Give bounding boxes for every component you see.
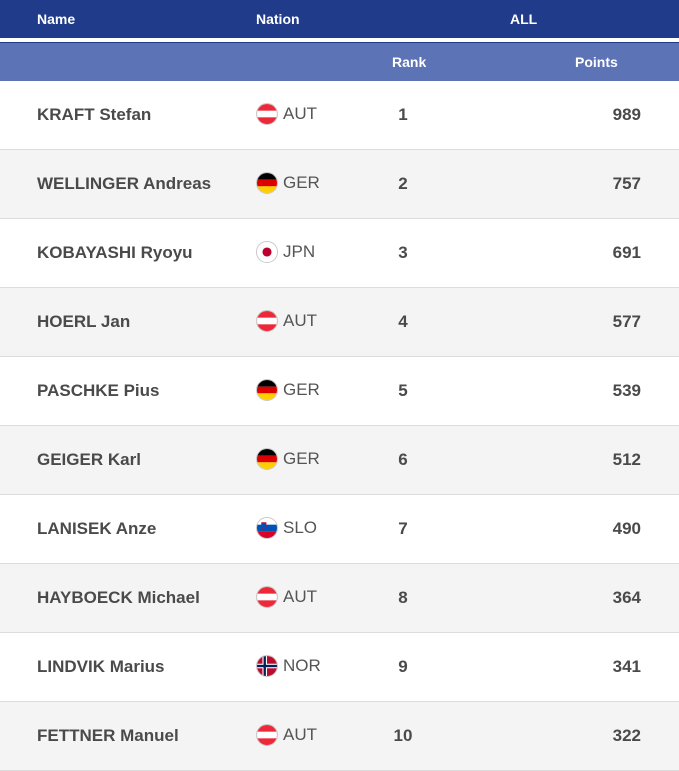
nation-code: GER bbox=[283, 449, 320, 468]
nation-code: AUT bbox=[283, 725, 317, 744]
nation-cell: AUT bbox=[256, 724, 317, 746]
points-value: 989 bbox=[612, 105, 641, 124]
rank-value: 1 bbox=[398, 105, 408, 124]
austria-flag-icon bbox=[256, 103, 278, 125]
nation-cell: AUT bbox=[256, 103, 317, 125]
nation-code: AUT bbox=[283, 587, 317, 606]
austria-flag-icon bbox=[256, 724, 278, 746]
rank-value: 7 bbox=[398, 519, 408, 538]
austria-flag-icon bbox=[256, 586, 278, 608]
column-header-nation[interactable]: Nation bbox=[256, 11, 300, 27]
norway-flag-icon bbox=[256, 655, 278, 677]
column-group-all: ALL bbox=[510, 11, 538, 27]
nation-code: AUT bbox=[283, 104, 317, 123]
athlete-name[interactable]: KOBAYASHI Ryoyu bbox=[37, 243, 193, 262]
table-row[interactable]: GEIGER Karl GER 6 512 bbox=[0, 426, 679, 495]
nation-code: SLO bbox=[283, 518, 318, 537]
germany-flag-icon bbox=[256, 448, 278, 470]
austria-flag-icon bbox=[256, 310, 278, 332]
header-divider bbox=[0, 38, 679, 42]
table-row[interactable]: HAYBOECK Michael AUT 8 364 bbox=[0, 564, 679, 633]
table-row[interactable]: FETTNER Manuel AUT 10 322 bbox=[0, 702, 679, 771]
column-header-points[interactable]: Points bbox=[575, 54, 618, 70]
athlete-name[interactable]: HOERL Jan bbox=[37, 312, 131, 331]
rank-value: 5 bbox=[398, 381, 408, 400]
table-row[interactable]: LINDVIK Marius NOR 9 341 bbox=[0, 633, 679, 702]
nation-cell: GER bbox=[256, 172, 320, 194]
points-value: 577 bbox=[612, 312, 641, 331]
athlete-name[interactable]: LINDVIK Marius bbox=[37, 657, 165, 676]
athlete-name[interactable]: HAYBOECK Michael bbox=[37, 588, 200, 607]
table-row[interactable]: KRAFT Stefan AUT 1 989 bbox=[0, 81, 679, 150]
rank-value: 9 bbox=[398, 657, 408, 676]
nation-cell: NOR bbox=[256, 655, 321, 677]
slovenia-flag-icon bbox=[256, 517, 278, 539]
column-header-name[interactable]: Name bbox=[37, 11, 76, 27]
points-value: 691 bbox=[612, 243, 641, 262]
nation-cell: JPN bbox=[256, 241, 315, 263]
athlete-name[interactable]: KRAFT Stefan bbox=[37, 105, 152, 124]
germany-flag-icon bbox=[256, 172, 278, 194]
points-value: 322 bbox=[612, 726, 641, 745]
points-value: 364 bbox=[612, 588, 641, 607]
table-row[interactable]: LANISEK Anze SLO 7 490 bbox=[0, 495, 679, 564]
athlete-name[interactable]: FETTNER Manuel bbox=[37, 726, 179, 745]
athlete-name[interactable]: WELLINGER Andreas bbox=[37, 174, 212, 193]
nation-code: AUT bbox=[283, 311, 317, 330]
nation-cell: AUT bbox=[256, 586, 317, 608]
japan-flag-icon bbox=[256, 241, 278, 263]
rank-value: 3 bbox=[398, 243, 408, 262]
table-row[interactable]: KOBAYASHI Ryoyu JPN 3 691 bbox=[0, 219, 679, 288]
table-body: KRAFT Stefan AUT 1 989 WELLINGER Andreas… bbox=[0, 81, 679, 771]
table-row[interactable]: HOERL Jan AUT 4 577 bbox=[0, 288, 679, 357]
nation-cell: GER bbox=[256, 448, 320, 470]
column-header-rank[interactable]: Rank bbox=[392, 54, 427, 70]
rank-value: 4 bbox=[398, 312, 408, 331]
points-value: 757 bbox=[612, 174, 641, 193]
nation-cell: AUT bbox=[256, 310, 317, 332]
nation-code: JPN bbox=[283, 242, 316, 261]
points-value: 539 bbox=[612, 381, 641, 400]
points-value: 490 bbox=[612, 519, 641, 538]
germany-flag-icon bbox=[256, 379, 278, 401]
points-value: 341 bbox=[612, 657, 641, 676]
athlete-name[interactable]: GEIGER Karl bbox=[37, 450, 141, 469]
table-row[interactable]: WELLINGER Andreas GER 2 757 bbox=[0, 150, 679, 219]
rank-value: 6 bbox=[398, 450, 408, 469]
nation-code: GER bbox=[283, 380, 320, 399]
table-subheader: Rank Points bbox=[0, 42, 679, 81]
athlete-name[interactable]: PASCHKE Pius bbox=[37, 381, 160, 400]
points-value: 512 bbox=[612, 450, 641, 469]
nation-cell: SLO bbox=[256, 517, 317, 539]
table-row[interactable]: PASCHKE Pius GER 5 539 bbox=[0, 357, 679, 426]
nation-code: NOR bbox=[283, 656, 321, 675]
rank-value: 10 bbox=[393, 726, 413, 745]
rank-value: 8 bbox=[398, 588, 408, 607]
athlete-name[interactable]: LANISEK Anze bbox=[37, 519, 157, 538]
nation-code: GER bbox=[283, 173, 320, 192]
table-header: Name Nation ALL bbox=[0, 0, 679, 38]
nation-cell: GER bbox=[256, 379, 320, 401]
rank-value: 2 bbox=[398, 174, 408, 193]
